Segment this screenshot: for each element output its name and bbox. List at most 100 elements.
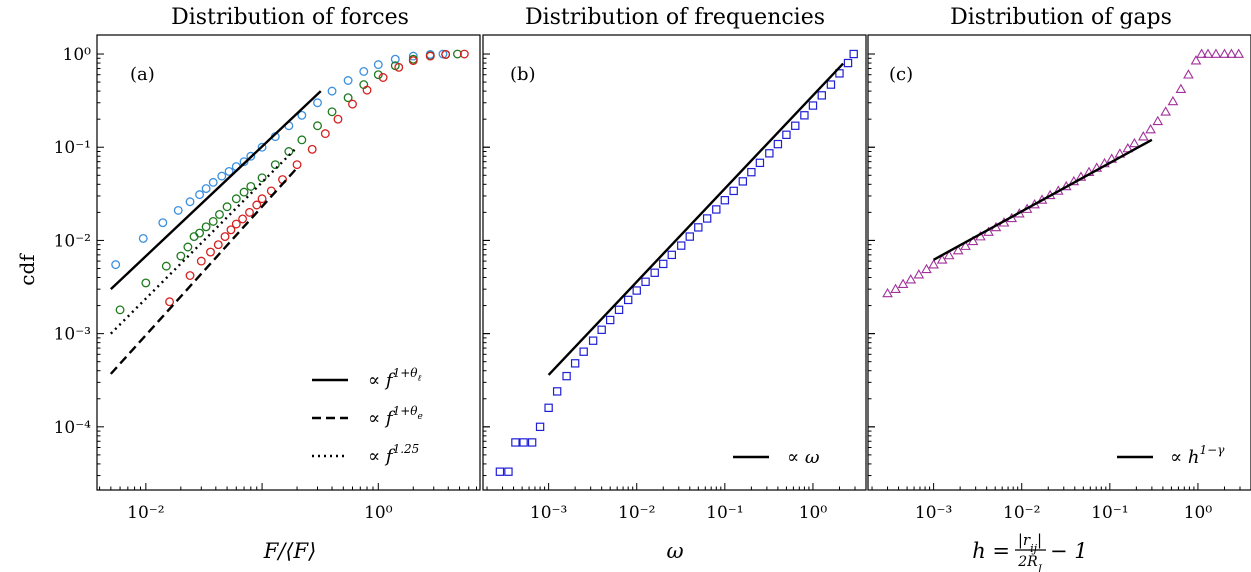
data-point — [373, 70, 383, 80]
data-point — [231, 194, 241, 204]
data-point — [495, 467, 505, 476]
data-point — [1152, 115, 1164, 126]
legend-label: ∝ f1+θℓ — [368, 366, 422, 391]
data-point — [562, 371, 571, 381]
data-point — [755, 158, 765, 168]
panel-b-tag: (b) — [510, 64, 536, 85]
data-point — [1137, 131, 1149, 141]
data-point — [677, 241, 686, 250]
data-point — [390, 54, 400, 64]
data-point — [1183, 69, 1194, 79]
data-point — [158, 218, 168, 228]
data-point — [441, 49, 451, 59]
data-point — [453, 49, 462, 59]
legend-a: ∝ f1+θℓ ∝ f1+θe ∝ f1.25 — [312, 366, 423, 467]
svg-text:− 1: − 1 — [1050, 539, 1088, 563]
panel-b-title: Distribution of frequencies — [525, 5, 825, 30]
data-point — [284, 147, 294, 156]
data-point — [1167, 95, 1179, 106]
y-tick-label: 10⁻³ — [54, 325, 91, 345]
data-point — [185, 197, 195, 207]
data-point — [552, 387, 562, 396]
data-point — [897, 278, 909, 288]
data-point — [201, 184, 211, 194]
data-point — [1233, 48, 1245, 58]
data-point — [1160, 106, 1172, 116]
data-point — [252, 200, 262, 210]
data-layer — [495, 49, 858, 476]
data-point — [685, 232, 694, 241]
x-tick-label: 10⁻¹ — [706, 503, 743, 523]
data-point — [747, 167, 756, 177]
legend-label: ∝ f1.25 — [368, 442, 419, 467]
x-tick-label: 10⁻³ — [915, 503, 952, 523]
data-point — [943, 249, 955, 260]
data-point — [712, 205, 721, 214]
data-point — [313, 98, 322, 108]
data-point — [297, 135, 307, 145]
y-axis-label: cdf — [15, 253, 39, 286]
data-point — [195, 228, 205, 238]
data-point — [913, 269, 925, 279]
data-point — [623, 295, 633, 305]
data-point — [826, 80, 836, 89]
data-point — [257, 173, 267, 183]
fit-line-solid — [933, 138, 1153, 261]
y-tick-label: 10⁻⁴ — [54, 418, 92, 438]
data-point — [327, 86, 337, 96]
data-point — [535, 422, 545, 432]
data-point — [222, 202, 232, 212]
x-tick-label: 10⁰ — [799, 503, 828, 523]
data-point — [800, 111, 809, 120]
data-point — [408, 51, 418, 61]
data-point — [195, 190, 205, 200]
data-point — [544, 403, 553, 413]
data-point — [220, 232, 230, 242]
fit-line-solid — [110, 90, 322, 291]
data-point — [226, 225, 236, 235]
data-point — [246, 151, 256, 161]
panel-a-tag: (a) — [130, 64, 155, 85]
data-point — [890, 283, 901, 294]
x-tick-label: 10⁻² — [618, 503, 655, 523]
data-point — [327, 107, 337, 117]
data-point — [333, 114, 343, 124]
data-point — [378, 73, 388, 82]
data-point — [511, 438, 520, 447]
panel-c-title: Distribution of gaps — [950, 5, 1172, 30]
data-point — [1145, 123, 1156, 134]
y-tick-label: 10⁻² — [54, 231, 91, 251]
data-point — [245, 207, 254, 217]
data-point — [1202, 48, 1214, 58]
data-point — [307, 144, 317, 154]
data-point — [702, 214, 712, 223]
data-point — [224, 166, 234, 176]
data-point — [882, 287, 893, 298]
data-point — [1190, 55, 1202, 65]
data-layer — [109, 49, 469, 375]
legend-b: ∝ ω — [733, 447, 820, 468]
data-point — [239, 187, 249, 197]
data-point — [1210, 48, 1222, 58]
data-point — [206, 247, 215, 257]
data-point — [173, 205, 183, 215]
svg-text:h =: h = — [972, 539, 1010, 563]
data-point — [632, 286, 641, 295]
data-point — [782, 130, 791, 139]
data-point — [1129, 137, 1140, 148]
data-point — [667, 250, 676, 260]
data-point — [614, 305, 624, 315]
data-point — [270, 160, 280, 170]
data-point — [196, 256, 206, 266]
x-axis-label-b: ω — [666, 539, 683, 563]
data-point — [343, 93, 353, 103]
data-point — [257, 142, 267, 152]
data-point — [606, 315, 615, 325]
data-point — [921, 263, 932, 274]
data-point — [1196, 48, 1207, 58]
data-point — [659, 259, 668, 269]
x-tick-label: 10⁻² — [1003, 503, 1040, 523]
data-point — [519, 438, 528, 447]
data-point — [348, 99, 357, 109]
